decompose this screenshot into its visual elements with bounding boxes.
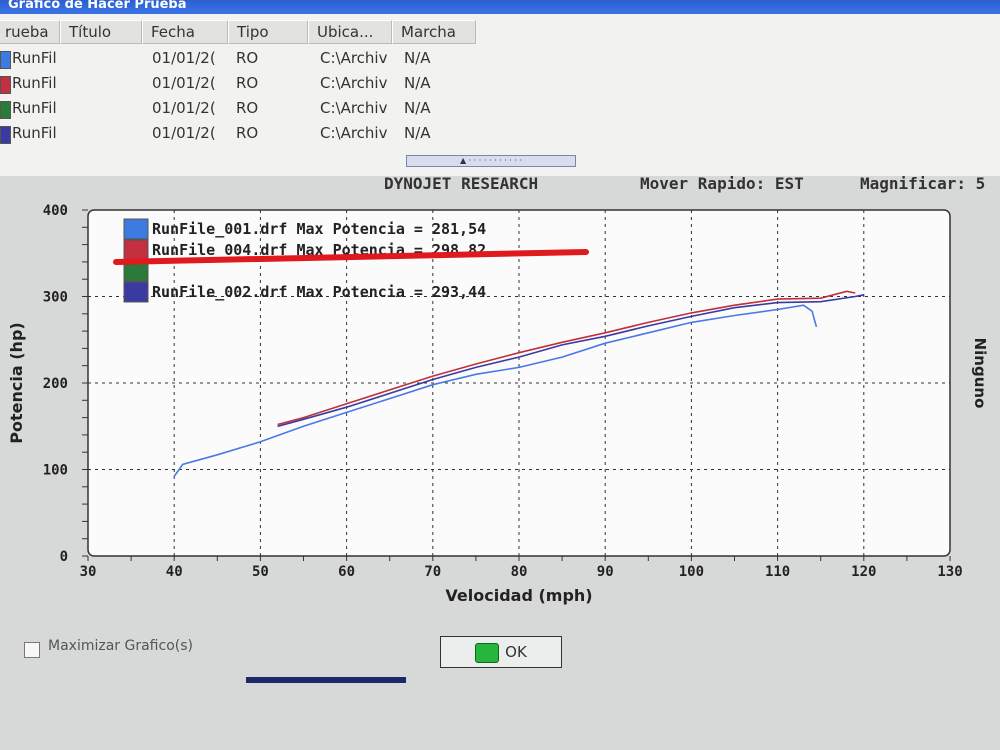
run-file-list: rueba Título Fecha Tipo Ubica... Marcha …	[0, 14, 1000, 176]
legend-swatch	[123, 281, 149, 303]
y-tick-label: 400	[43, 203, 68, 219]
run-color-swatch	[0, 101, 11, 119]
legend-entry: RunFile_001.drf Max Potencia = 281,54	[152, 220, 486, 238]
x-tick-label: 40	[166, 564, 183, 580]
right-axis-label: Ninguno	[971, 338, 989, 409]
strikethrough-mark	[113, 249, 589, 265]
y-tick-label: 0	[60, 549, 68, 565]
run-fecha: 01/01/2(	[152, 99, 216, 117]
column-header-fecha[interactable]: Fecha	[142, 20, 228, 44]
x-tick-label: 30	[80, 564, 97, 580]
power-chart: 30 40 50 60 70 80 90 100 110 120 130 0 100 200 300 400 V…	[0, 196, 1000, 626]
x-tick-label: 90	[597, 564, 614, 580]
x-tick-label: 110	[765, 564, 790, 580]
column-header-marcha[interactable]: Marcha	[392, 20, 476, 44]
window-titlebar: Grafico de Hacer Prueba	[0, 0, 1000, 14]
run-marcha: N/A	[404, 49, 431, 67]
series-line-1	[173, 304, 818, 477]
run-marcha: N/A	[404, 74, 431, 92]
run-color-swatch	[0, 126, 11, 144]
column-header-titulo[interactable]: Título	[60, 20, 142, 44]
legend-swatch	[123, 218, 149, 240]
run-marcha: N/A	[404, 124, 431, 142]
progress-bar	[246, 677, 406, 683]
y-tick-label: 100	[43, 463, 68, 479]
run-marcha: N/A	[404, 99, 431, 117]
x-tick-label: 130	[937, 564, 962, 580]
series-line-2	[277, 290, 856, 426]
ok-button[interactable]: OK	[440, 636, 562, 668]
power-chart-svg: 30 40 50 60 70 80 90 100 110 120 130 0 100 200 300 400 V…	[7, 203, 989, 605]
y-tick-label: 300	[43, 290, 68, 306]
y-tick-label: 200	[43, 376, 68, 392]
run-fecha: 01/01/2(	[152, 74, 216, 92]
x-tick-label: 50	[252, 564, 269, 580]
x-tick-label: 60	[338, 564, 355, 580]
maximizar-checkbox[interactable]	[24, 642, 40, 658]
ok-button-label: OK	[505, 643, 527, 661]
ok-icon	[475, 642, 500, 663]
run-prueba: RunFil	[12, 74, 57, 92]
x-tick-label: 120	[851, 564, 876, 580]
maximizar-label: Maximizar Grafico(s)	[48, 638, 193, 654]
run-ubica: C:\Archiv	[320, 74, 388, 92]
mover-rapido-label: Mover Rapido: EST	[640, 174, 804, 193]
column-header-tipo[interactable]: Tipo	[228, 20, 308, 44]
x-tick-label: 80	[511, 564, 528, 580]
list-item[interactable]: RunFil 01/01/2( RO C:\Archiv N/A	[0, 121, 1000, 145]
y-axis-label: Potencia (hp)	[7, 322, 26, 443]
run-prueba: RunFil	[12, 124, 57, 142]
run-tipo: RO	[236, 74, 259, 92]
brand-label: DYNOJET RESEARCH	[384, 174, 539, 193]
series-line-3	[277, 294, 864, 428]
x-tick-label: 100	[679, 564, 704, 580]
run-ubica: C:\Archiv	[320, 99, 388, 117]
list-item[interactable]: RunFil 01/01/2( RO C:\Archiv N/A	[0, 96, 1000, 120]
run-prueba: RunFil	[12, 49, 57, 67]
run-color-swatch	[0, 51, 11, 69]
column-header-ubica[interactable]: Ubica...	[308, 20, 392, 44]
run-ubica: C:\Archiv	[320, 49, 388, 67]
list-item[interactable]: RunFil 01/01/2( RO C:\Archiv N/A	[0, 46, 1000, 70]
run-fecha: 01/01/2(	[152, 49, 216, 67]
run-color-swatch	[0, 76, 11, 94]
run-prueba: RunFil	[12, 99, 57, 117]
run-tipo: RO	[236, 49, 259, 67]
window-title: Grafico de Hacer Prueba	[8, 0, 187, 12]
panel-splitter-handle[interactable]: ▲ · · · · · · · · · · ·	[406, 155, 576, 167]
run-ubica: C:\Archiv	[320, 124, 388, 142]
list-item[interactable]: RunFil 01/01/2( RO C:\Archiv N/A	[0, 71, 1000, 95]
x-tick-label: 70	[424, 564, 441, 580]
legend-swatch	[123, 239, 149, 261]
magnificar-label: Magnificar: 5	[860, 174, 986, 193]
run-tipo: RO	[236, 99, 259, 117]
run-tipo: RO	[236, 124, 259, 142]
column-header-prueba[interactable]: rueba	[0, 20, 60, 44]
legend-entry: RunFile_002.drf Max Potencia = 293,44	[152, 283, 486, 301]
x-axis-label: Velocidad (mph)	[445, 586, 592, 605]
run-fecha: 01/01/2(	[152, 124, 216, 142]
